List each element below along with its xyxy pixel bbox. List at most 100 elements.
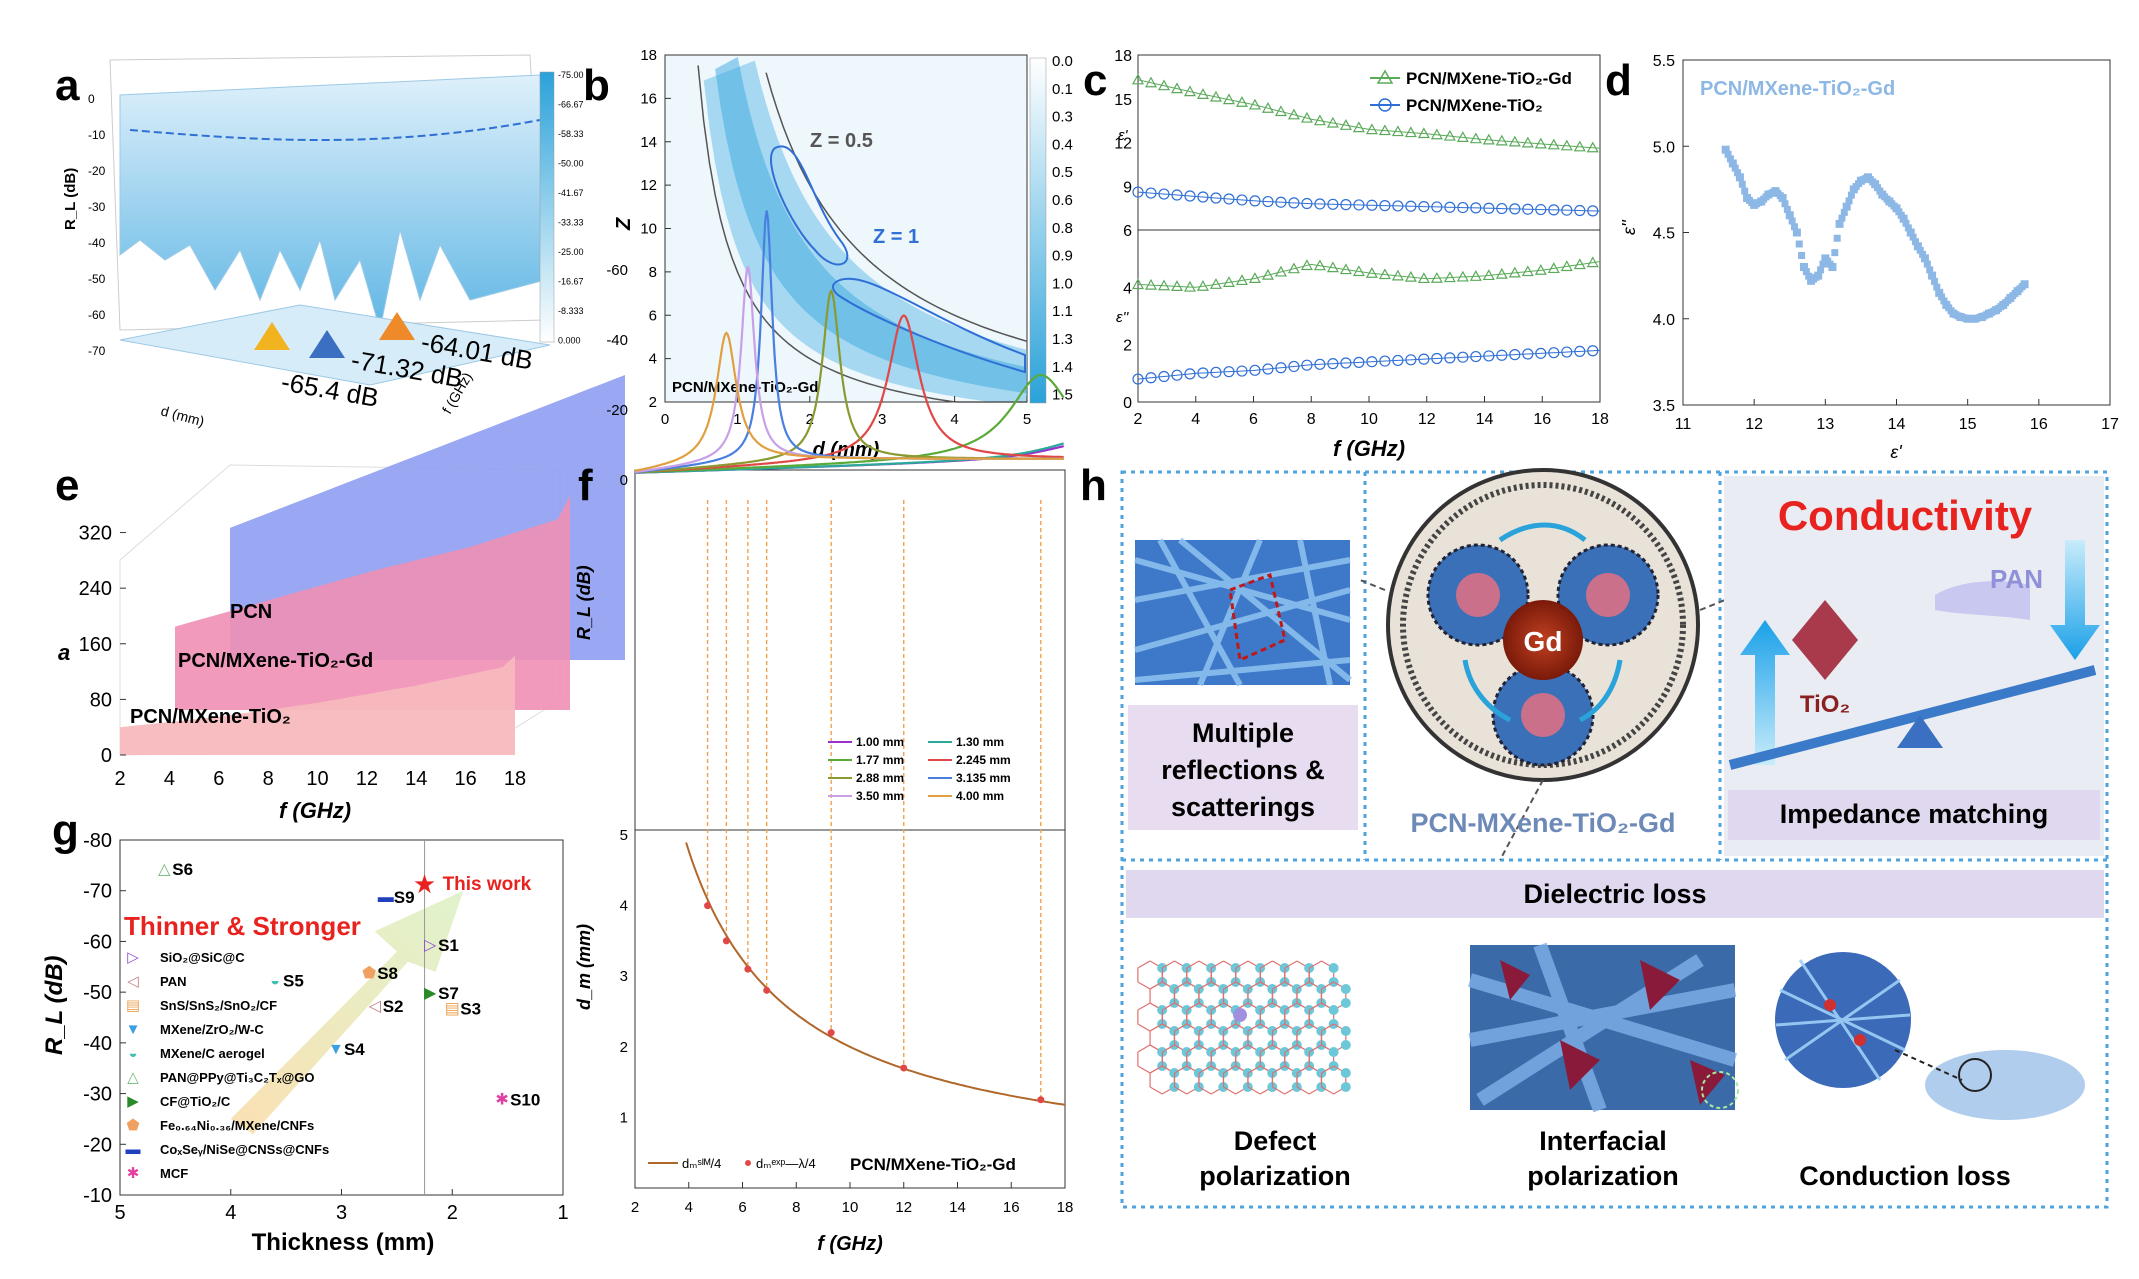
panel-letter-d: d (1605, 56, 1632, 105)
lattice-atom (1329, 1005, 1339, 1015)
e-xtick: 2 (114, 768, 125, 790)
lattice-bond (1150, 1087, 1162, 1094)
caption-defect-1: Defect (1234, 1126, 1317, 1156)
e-ytick: 240 (79, 578, 112, 600)
lattice-atom (1341, 998, 1351, 1008)
lattice-atom (1341, 1082, 1351, 1092)
e-xtick: 4 (164, 768, 175, 790)
pan-label: PAN (1990, 564, 2043, 594)
panel-b: b Z = 0.5 Z = 1 PCN/MXene-TiO₂-Gd 012345… (583, 47, 1073, 461)
panel-letter-b: b (583, 61, 610, 110)
panel-d: d PCN/MXene-TiO₂-Gd 11 12 13 14 15 16 173.54.0… (1605, 53, 2119, 462)
this-work-star: ★ (413, 869, 436, 899)
strand-core-3 (1521, 693, 1565, 737)
b-xtick: 5 (1023, 411, 1031, 428)
c-legend: PCN/MXene-TiO₂-Gd PCN/MXene-TiO₂ (1370, 69, 1572, 115)
g-legend-entry: CoₓSeᵧ/NiSe@CNSs@CNFs (160, 1142, 329, 1157)
b-cbtick: 1.3 (1052, 331, 1073, 348)
this-work-label: This work (443, 874, 532, 895)
f-legend-left: 1.77 mm (856, 753, 904, 767)
f-legend-right: 2.245 mm (956, 753, 1011, 767)
f-xtick: 12 (895, 1199, 912, 1216)
lattice-bond (1138, 961, 1150, 968)
bleg-dot (745, 1160, 751, 1166)
b-cbtick: 0.0 (1052, 53, 1073, 70)
c-ytick-bottom: 2 (1123, 338, 1132, 355)
g-point-label: S3 (460, 999, 481, 1018)
c-xtick: 12 (1418, 411, 1436, 428)
panel-c: c 2 4 6 8 10 12 14 16 1891215180246 ε' ε'' f (GH… (1083, 48, 1609, 461)
panel-letter-c: c (1083, 56, 1107, 105)
g-legend-entry: SnS/SnS₂/SnO₂/CF (160, 998, 277, 1013)
panel-letter-a: a (55, 61, 80, 110)
left-caption-line: scatterings (1171, 792, 1315, 822)
f-ytick-top: -40 (606, 332, 628, 349)
a-xlabel-d: d (mm) (159, 402, 206, 429)
d-point (1739, 181, 1746, 188)
f-xtick: 18 (1057, 1199, 1074, 1216)
c-xtick: 2 (1134, 411, 1143, 428)
e-ytick: 0 (101, 745, 112, 767)
b-cbtick: 0.8 (1052, 220, 1073, 237)
bleg-exp: dₘᵉˣᵖ—λ/4 (756, 1156, 816, 1171)
c-series-2 (1133, 258, 1600, 291)
g-xtick: 4 (225, 1202, 236, 1224)
b-cbtick: 0.6 (1052, 192, 1073, 209)
a-cbtick: -58.33 (558, 129, 584, 139)
f-legend-right: 1.30 mm (956, 735, 1004, 749)
b-ytick: 12 (640, 177, 657, 194)
g-point-marker: △ (158, 861, 171, 878)
dielectric-label: Dielectric loss (1523, 879, 1706, 909)
e-ylabel: a (58, 640, 70, 665)
g-legend-entry: PAN (160, 974, 186, 989)
b-cbtick: 0.4 (1052, 136, 1073, 153)
d-xtick: 12 (1745, 416, 1763, 433)
g-point-label: S7 (438, 984, 459, 1003)
lattice-atom (1341, 1040, 1351, 1050)
b-ytick: 10 (640, 221, 657, 238)
legend-gd: PCN/MXene-TiO₂-Gd (1406, 69, 1572, 88)
f-ytick-bottom: 3 (620, 968, 628, 985)
f-plot-area (635, 470, 1065, 1188)
d-xtick: 11 (1675, 416, 1692, 433)
d-point (1834, 235, 1841, 242)
f-xtick: 10 (842, 1199, 859, 1216)
dm-point (704, 902, 711, 909)
lattice-atom (1341, 1068, 1351, 1078)
f-ytick-top: -20 (606, 402, 628, 419)
f-xtick: 2 (631, 1199, 639, 1216)
f-xtick: 6 (738, 1199, 746, 1216)
d-xlabel: ε' (1890, 442, 1902, 462)
a-ztick: -70 (88, 344, 106, 358)
colorbar-b (1030, 58, 1046, 403)
b-ytick: 2 (649, 394, 657, 411)
g-ytick: -60 (83, 931, 112, 953)
d-xtick: 14 (1888, 416, 1906, 433)
g-legend-marker: ▤ (126, 997, 140, 1014)
dm-point (900, 1064, 907, 1071)
c-xtick: 8 (1307, 411, 1316, 428)
lattice-atom (1341, 1026, 1351, 1036)
d-xtick: 13 (1816, 416, 1834, 433)
d-point (1741, 188, 1748, 195)
g-point-marker: ✱ (495, 1092, 508, 1109)
g-xtick: 2 (447, 1202, 458, 1224)
g-point-label: S1 (438, 936, 459, 955)
g-point-label: S2 (383, 997, 404, 1016)
b-xtick: 4 (950, 411, 958, 428)
c-series (1133, 75, 1600, 384)
f-legend-right: 3.135 mm (956, 771, 1011, 785)
d-title: PCN/MXene-TiO₂-Gd (1700, 78, 1895, 100)
colorbar-a (540, 72, 554, 342)
a-cbtick: -33.33 (558, 218, 584, 228)
lattice-bond (1138, 982, 1150, 989)
dot-1 (1824, 999, 1836, 1011)
lattice-atom (1329, 1047, 1339, 1057)
c-series-1 (1133, 187, 1600, 216)
fiber-mat (1925, 1050, 2085, 1120)
legend-tio2: PCN/MXene-TiO₂ (1406, 96, 1543, 115)
colorbar-a-ticks: -75.00-66.67-58.33-50.00-41.67-33.33-25.… (558, 70, 584, 346)
b-ytick: 16 (640, 90, 657, 107)
zoom-line-left (1360, 580, 1385, 590)
b-cbtick: 1.0 (1052, 275, 1073, 292)
